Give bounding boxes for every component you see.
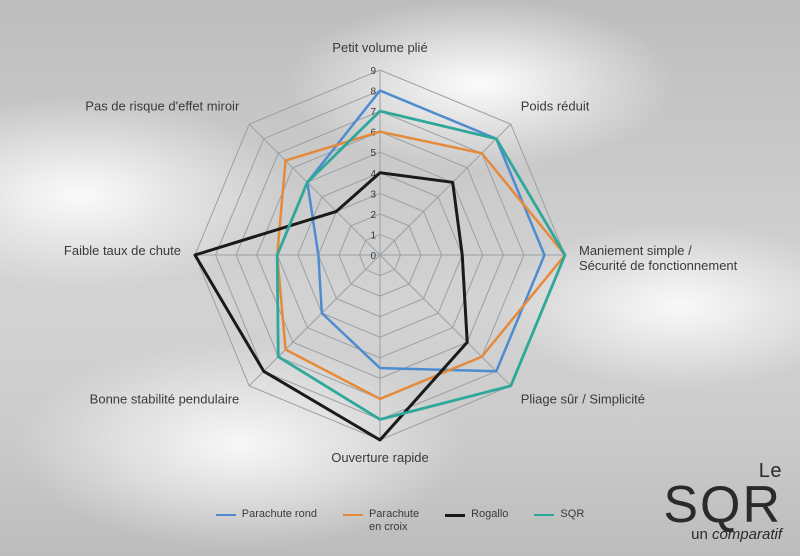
legend-label: Parachute rond — [242, 508, 317, 521]
legend-item: SQR — [534, 508, 584, 533]
svg-text:3: 3 — [370, 189, 376, 200]
legend-item: Rogallo — [445, 508, 508, 533]
svg-text:9: 9 — [370, 66, 376, 77]
axis-label: Pas de risque d'effet miroir — [85, 98, 240, 113]
legend-swatch — [216, 514, 236, 516]
axis-label: Petit volume plié — [332, 40, 427, 55]
axis-label: Poids réduit — [521, 98, 590, 113]
legend-swatch — [534, 514, 554, 516]
axis-label: Maniement simple /Sécurité de fonctionne… — [579, 243, 738, 273]
title-line-2: SQR — [663, 479, 782, 531]
legend-item: Parachute rond — [216, 508, 317, 533]
legend-swatch — [445, 514, 465, 517]
legend-swatch — [343, 514, 363, 516]
legend-label: Parachuteen croix — [369, 508, 419, 533]
axis-label: Ouverture rapide — [331, 450, 429, 465]
svg-text:2: 2 — [370, 210, 376, 221]
series-parachute-rond — [307, 91, 544, 372]
svg-text:0: 0 — [370, 251, 376, 262]
legend-label: Rogallo — [471, 508, 508, 521]
legend-label: SQR — [560, 508, 584, 521]
axis-label: Bonne stabilité pendulaire — [90, 392, 240, 407]
radar-grid — [195, 70, 565, 440]
title-block: Le SQR un comparatif — [663, 461, 782, 542]
axis-label: Faible taux de chute — [64, 243, 181, 258]
svg-text:5: 5 — [370, 148, 376, 159]
svg-text:1: 1 — [370, 230, 376, 241]
radar-axis-labels: Petit volume plié Poids réduit Maniement s… — [64, 40, 738, 465]
series-sqr — [277, 111, 565, 419]
axis-label: Pliage sûr / Simplicité — [521, 392, 645, 407]
legend-item: Parachuteen croix — [343, 508, 419, 533]
